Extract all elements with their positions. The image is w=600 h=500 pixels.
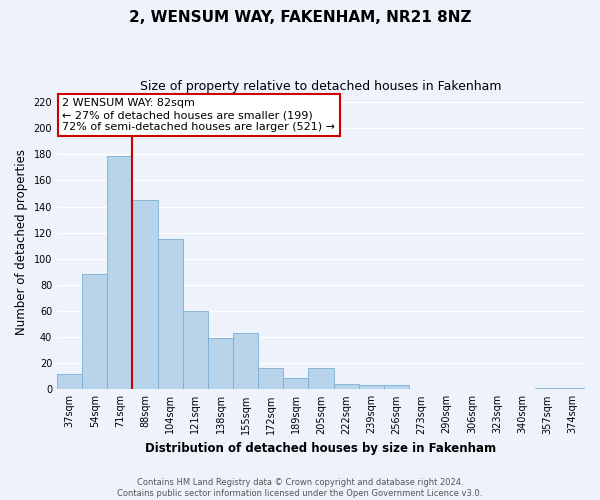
Bar (308, 368, 334, 390)
Bar (107, 156, 133, 390)
Bar (183, 311, 208, 390)
X-axis label: Distribution of detached houses by size in Fakenham: Distribution of detached houses by size … (145, 442, 497, 455)
Bar (158, 239, 183, 390)
Y-axis label: Number of detached properties: Number of detached properties (15, 150, 28, 336)
Text: Contains HM Land Registry data © Crown copyright and database right 2024.
Contai: Contains HM Land Registry data © Crown c… (118, 478, 482, 498)
Bar (560, 388, 585, 390)
Bar (208, 338, 233, 390)
Bar (359, 386, 384, 390)
Text: 2 WENSUM WAY: 82sqm
← 27% of detached houses are smaller (199)
72% of semi-detac: 2 WENSUM WAY: 82sqm ← 27% of detached ho… (62, 98, 335, 132)
Bar (334, 384, 359, 390)
Bar (233, 333, 258, 390)
Bar (258, 368, 283, 390)
Bar (535, 388, 560, 390)
Bar (57, 374, 82, 390)
Bar (133, 200, 158, 390)
Bar (82, 274, 107, 390)
Bar (283, 378, 308, 390)
Text: 2, WENSUM WAY, FAKENHAM, NR21 8NZ: 2, WENSUM WAY, FAKENHAM, NR21 8NZ (129, 10, 471, 25)
Title: Size of property relative to detached houses in Fakenham: Size of property relative to detached ho… (140, 80, 502, 93)
Bar (384, 386, 409, 390)
